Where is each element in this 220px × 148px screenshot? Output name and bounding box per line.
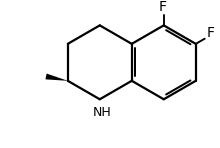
Polygon shape [46,74,68,81]
Text: F: F [159,0,167,14]
Text: NH: NH [92,106,111,119]
Text: F: F [207,26,214,40]
